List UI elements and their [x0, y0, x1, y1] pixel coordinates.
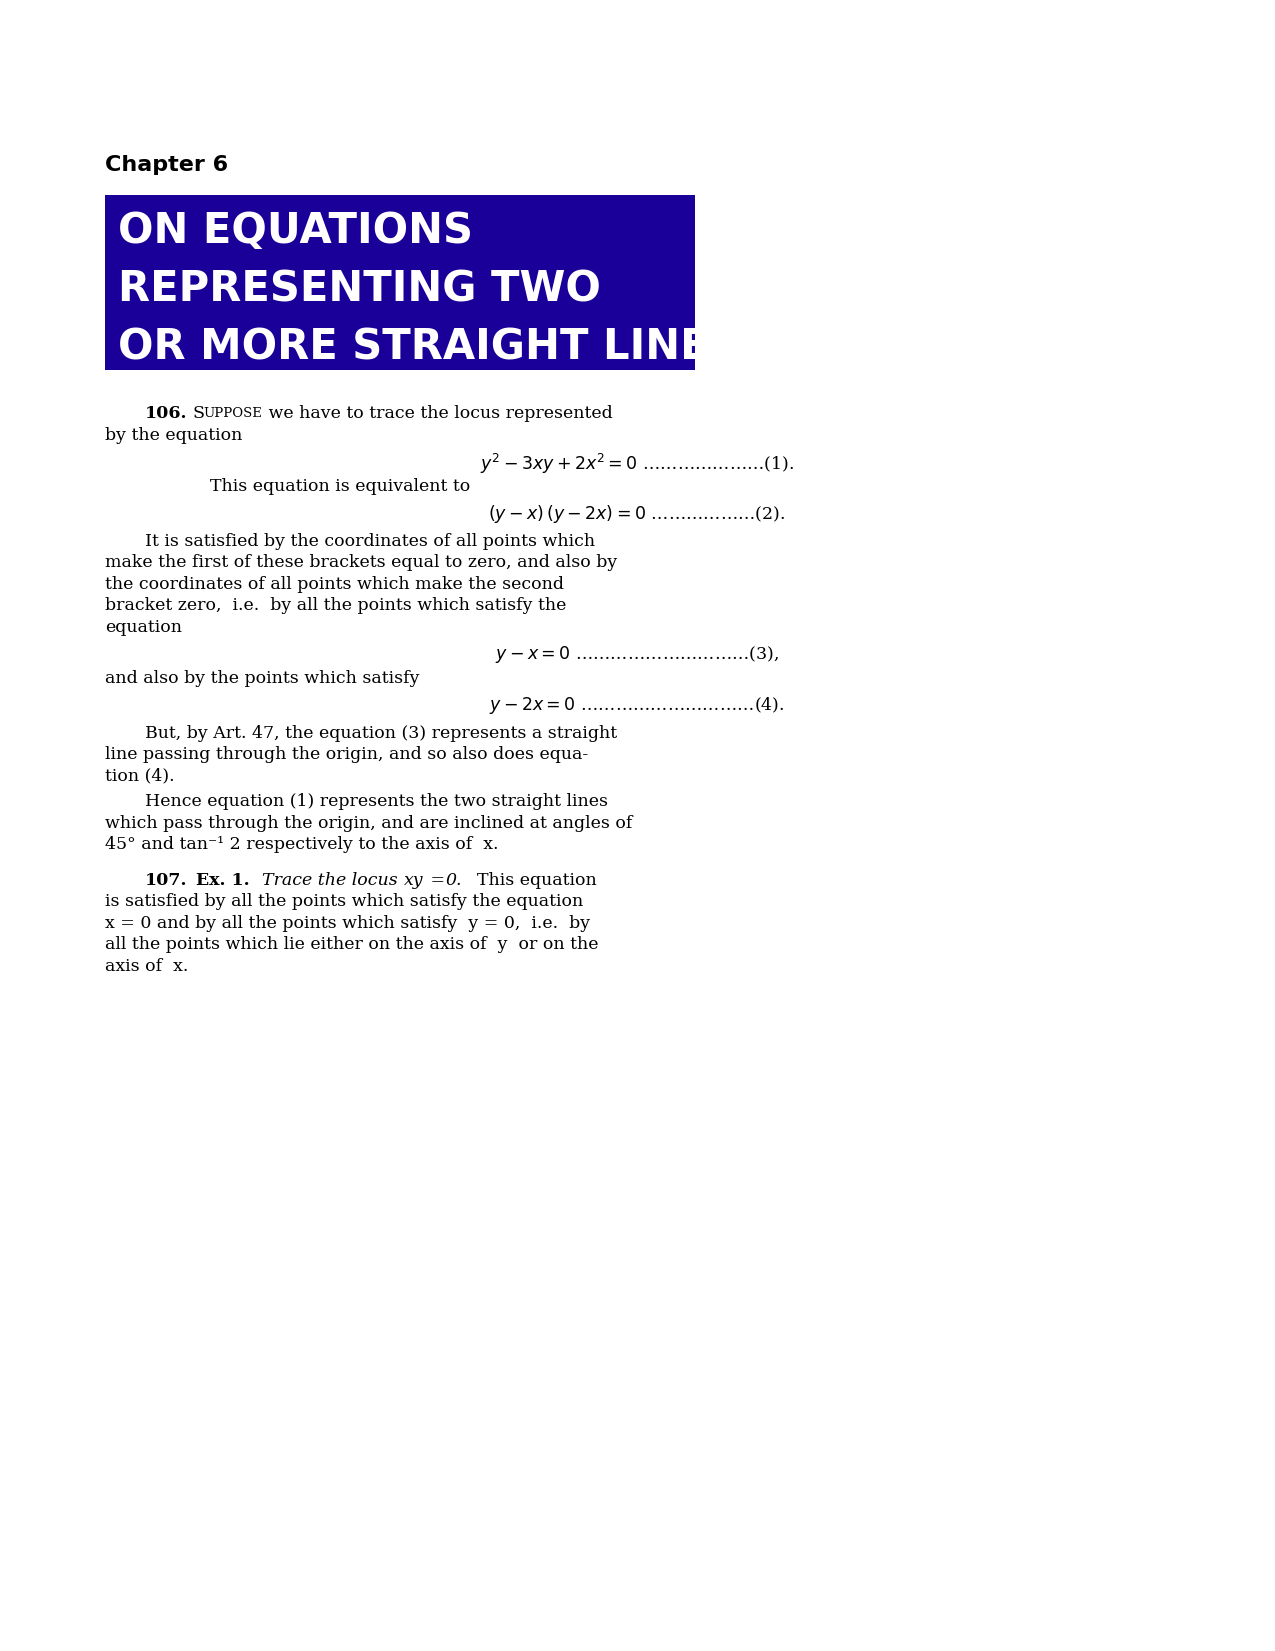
Text: xy: xy — [404, 872, 423, 888]
Text: we have to trace the locus represented: we have to trace the locus represented — [263, 404, 613, 423]
Text: tion (4).: tion (4). — [105, 768, 175, 784]
Text: all the points which lie either on the axis of  y  or on the: all the points which lie either on the a… — [105, 936, 598, 953]
Text: It is satisfied by the coordinates of all points which: It is satisfied by the coordinates of al… — [145, 533, 595, 550]
Text: make the first of these brackets equal to zero, and also by: make the first of these brackets equal t… — [105, 555, 617, 571]
Text: =: = — [425, 872, 450, 888]
Text: ON EQUATIONS: ON EQUATIONS — [119, 210, 473, 253]
Text: $y - 2x = 0$ …………………………(4).: $y - 2x = 0$ …………………………(4). — [490, 695, 785, 717]
Text: and also by the points which satisfy: and also by the points which satisfy — [105, 670, 419, 687]
Text: axis of  x.: axis of x. — [105, 958, 189, 974]
Bar — [105, 195, 695, 370]
Text: is satisfied by all the points which satisfy the equation: is satisfied by all the points which sat… — [105, 893, 583, 910]
Text: which pass through the origin, and are inclined at angles of: which pass through the origin, and are i… — [105, 814, 632, 832]
Text: x = 0 and by all the points which satisfy  y = 0,  i.e.  by: x = 0 and by all the points which satisf… — [105, 915, 590, 931]
Text: This equation is equivalent to: This equation is equivalent to — [210, 477, 470, 495]
Text: But, by Art. 47, the equation (3) represents a straight: But, by Art. 47, the equation (3) repres… — [145, 725, 617, 741]
Text: by the equation: by the equation — [105, 426, 242, 444]
Text: equation: equation — [105, 619, 182, 636]
Text: 0.: 0. — [445, 872, 462, 888]
Text: OR MORE STRAIGHT LINES: OR MORE STRAIGHT LINES — [119, 325, 738, 368]
Text: bracket zero,  i.e.  by all the points which satisfy the: bracket zero, i.e. by all the points whi… — [105, 598, 566, 614]
Text: Ex. 1.: Ex. 1. — [196, 872, 250, 888]
Text: S: S — [193, 404, 204, 423]
Text: Chapter 6: Chapter 6 — [105, 155, 228, 175]
Text: UPPOSE: UPPOSE — [203, 408, 261, 419]
Text: line passing through the origin, and so also does equa-: line passing through the origin, and so … — [105, 746, 588, 763]
Text: 107.: 107. — [145, 872, 187, 888]
Text: Trace the locus: Trace the locus — [261, 872, 403, 888]
Text: $y^2 - 3xy + 2x^2 = 0$ …………………(1).: $y^2 - 3xy + 2x^2 = 0$ …………………(1). — [479, 452, 794, 475]
Text: This equation: This equation — [465, 872, 597, 888]
Text: $y - x = 0$ …………………………(3),: $y - x = 0$ …………………………(3), — [495, 644, 779, 665]
Text: Hence equation (1) represents the two straight lines: Hence equation (1) represents the two st… — [145, 792, 608, 811]
Text: 106.: 106. — [145, 404, 187, 423]
Text: the coordinates of all points which make the second: the coordinates of all points which make… — [105, 576, 564, 593]
Text: $(y - x)\,(y - 2x) = 0$ ………………(2).: $(y - x)\,(y - 2x) = 0$ ………………(2). — [488, 504, 785, 525]
Text: REPRESENTING TWO: REPRESENTING TWO — [119, 267, 601, 310]
Text: 45° and tan⁻¹ 2 respectively to the axis of  x.: 45° and tan⁻¹ 2 respectively to the axis… — [105, 835, 499, 854]
